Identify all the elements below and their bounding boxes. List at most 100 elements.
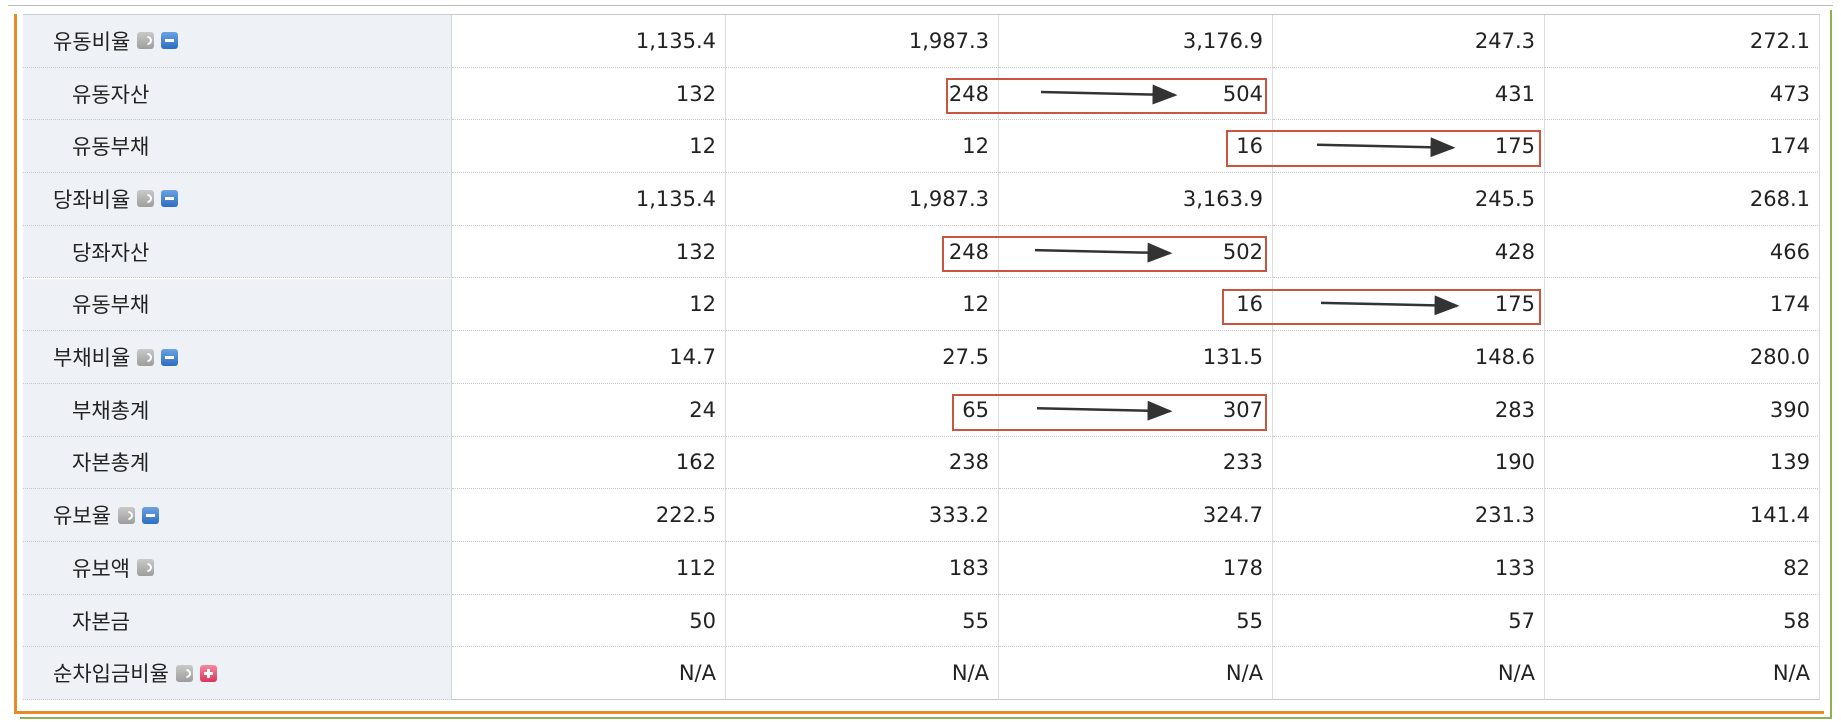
row-label: 유동비율 — [23, 15, 452, 68]
value-cell: 175 — [1273, 120, 1545, 174]
value-cell: 431 — [1273, 67, 1545, 121]
help-icon[interactable] — [137, 348, 155, 366]
expand-icon[interactable] — [199, 664, 217, 682]
value-cell: 132 — [452, 225, 726, 279]
label-text: 자본금 — [72, 609, 130, 634]
row-label: 자본총계 — [23, 436, 452, 490]
value-cell: 3,163.9 — [999, 173, 1273, 226]
value-cell: 174 — [1545, 120, 1820, 174]
highlight-box — [952, 393, 1267, 431]
label-text: 부채총계 — [72, 398, 150, 423]
row-label: 당좌자산 — [23, 225, 452, 279]
value-cell: 148.6 — [1273, 331, 1545, 384]
value-cell: 1,987.3 — [726, 173, 999, 226]
value-cell: 58 — [1545, 594, 1820, 648]
value-cell: N/A — [452, 647, 726, 701]
frame-bottom-green — [20, 717, 1832, 719]
value-cell: 473 — [1545, 67, 1820, 121]
row-label: 유보액 — [23, 542, 452, 595]
value-cell: 178 — [999, 542, 1273, 595]
label-text: 유동부채 — [72, 135, 150, 160]
row-label: 순차입금비율 — [23, 647, 452, 701]
value-cell: 12 — [452, 278, 726, 332]
value-cell: 139 — [1545, 436, 1820, 490]
row-label: 유동부채 — [23, 120, 452, 174]
label-text: 유동부채 — [72, 293, 150, 318]
value-cell: 233 — [999, 436, 1273, 490]
arrow — [1316, 137, 1456, 158]
value-cell: 65 — [726, 383, 999, 437]
value-cell: 133 — [1273, 542, 1545, 595]
collapse-icon[interactable] — [141, 506, 159, 524]
label-text: 유동자산 — [72, 82, 150, 107]
value-cell: N/A — [726, 647, 999, 701]
value-cell: 428 — [1273, 225, 1545, 279]
row-label: 자본금 — [23, 594, 452, 648]
help-icon[interactable] — [175, 664, 193, 682]
help-icon[interactable] — [117, 506, 135, 524]
label-text: 당좌자산 — [72, 240, 150, 265]
label-text: 자본총계 — [72, 451, 150, 476]
value-cell: 12 — [452, 120, 726, 174]
highlight-box — [1222, 288, 1541, 326]
value-cell: 333.2 — [726, 489, 999, 542]
value-cell: 27.5 — [726, 331, 999, 384]
value-cell: N/A — [999, 647, 1273, 701]
value-cell: 57 — [1273, 594, 1545, 648]
label-text: 유보율 — [53, 504, 111, 529]
highlight-box — [946, 77, 1267, 115]
value-cell: 50 — [452, 594, 726, 648]
value-cell: 55 — [999, 594, 1273, 648]
value-cell: 183 — [726, 542, 999, 595]
arrow — [1034, 242, 1173, 263]
row-label: 당좌비율 — [23, 173, 452, 226]
label-text: 순차입금비율 — [53, 662, 169, 687]
value-cell: 24 — [452, 383, 726, 437]
highlight-box — [1226, 130, 1541, 168]
row-label: 유동자산 — [23, 67, 452, 121]
row-label: 유보율 — [23, 489, 452, 542]
value-cell: 1,135.4 — [452, 173, 726, 226]
value-cell: 3,176.9 — [999, 15, 1273, 68]
value-cell: 268.1 — [1545, 173, 1820, 226]
frame-bottom — [14, 711, 1824, 714]
label-text: 유보액 — [72, 556, 130, 581]
value-cell: 222.5 — [452, 489, 726, 542]
help-icon[interactable] — [137, 32, 155, 50]
value-cell: 324.7 — [999, 489, 1273, 542]
value-cell: 466 — [1545, 225, 1820, 279]
label-text: 유동비율 — [53, 29, 131, 54]
value-cell: 248 — [726, 225, 999, 279]
collapse-icon[interactable] — [161, 32, 179, 50]
row-label: 부채비율 — [23, 331, 452, 384]
value-cell: 272.1 — [1545, 15, 1820, 68]
help-icon[interactable] — [136, 559, 154, 577]
collapse-icon[interactable] — [161, 348, 179, 366]
value-cell: N/A — [1273, 647, 1545, 701]
collapse-icon[interactable] — [161, 190, 179, 208]
value-cell: 141.4 — [1545, 489, 1820, 542]
value-cell: 112 — [452, 542, 726, 595]
row-label: 부채총계 — [23, 383, 452, 437]
label-text: 부채비율 — [53, 346, 131, 371]
value-cell: 248 — [726, 67, 999, 121]
value-cell: N/A — [1545, 647, 1820, 701]
value-cell: 1,135.4 — [452, 15, 726, 68]
row-label: 유동부채 — [23, 278, 452, 332]
value-cell: 245.5 — [1273, 173, 1545, 226]
value-cell: 162 — [452, 436, 726, 490]
value-cell: 280.0 — [1545, 331, 1820, 384]
help-icon[interactable] — [137, 190, 155, 208]
value-cell: 174 — [1545, 278, 1820, 332]
value-cell: 12 — [726, 278, 999, 332]
value-cell: 502 — [999, 225, 1273, 279]
value-cell: 82 — [1545, 542, 1820, 595]
value-cell: 238 — [726, 436, 999, 490]
value-cell: 14.7 — [452, 331, 726, 384]
value-cell: 190 — [1273, 436, 1545, 490]
arrow — [1040, 84, 1178, 105]
value-cell: 131.5 — [999, 331, 1273, 384]
value-cell: 55 — [726, 594, 999, 648]
